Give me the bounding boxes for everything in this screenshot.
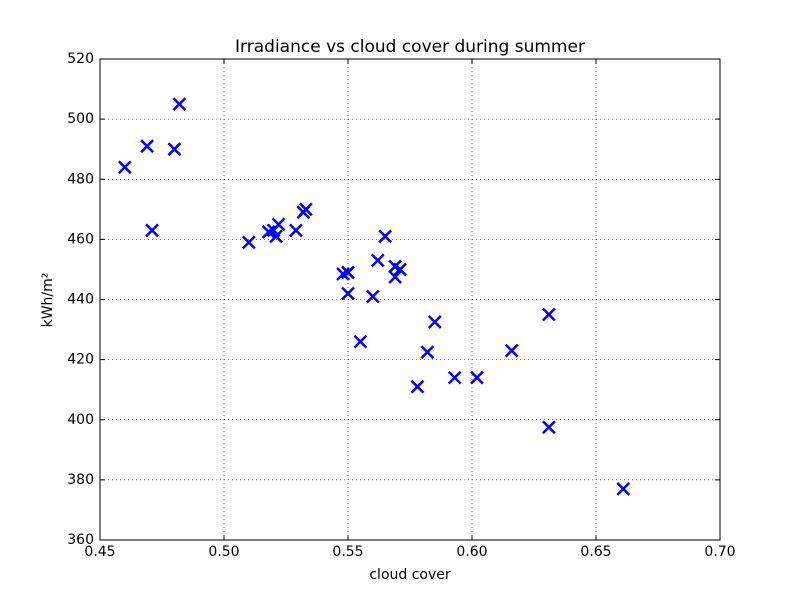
point bbox=[271, 217, 286, 232]
point bbox=[378, 229, 393, 244]
plot-frame bbox=[99, 58, 721, 541]
y-tick-label: 380 bbox=[67, 472, 94, 488]
x-tick-label: 0.55 bbox=[332, 544, 363, 560]
point bbox=[420, 345, 435, 359]
point bbox=[117, 160, 132, 175]
x-tick-label: 0.65 bbox=[580, 544, 611, 560]
point bbox=[447, 370, 462, 385]
y-axis-label: kWh/m² bbox=[40, 273, 56, 328]
y-tick-label: 420 bbox=[67, 352, 94, 368]
point bbox=[289, 223, 303, 238]
y-tick-label: 460 bbox=[67, 231, 94, 247]
x-tick-label: 0.45 bbox=[84, 544, 115, 560]
point bbox=[341, 265, 355, 280]
point bbox=[172, 97, 187, 111]
point bbox=[353, 334, 368, 349]
point bbox=[427, 315, 442, 329]
point bbox=[470, 370, 484, 385]
point bbox=[167, 142, 182, 157]
point bbox=[370, 253, 385, 268]
point bbox=[269, 229, 283, 244]
point bbox=[410, 379, 425, 394]
x-axis-label: cloud cover bbox=[369, 567, 451, 583]
x-tick-label: 0.70 bbox=[704, 544, 735, 560]
point bbox=[341, 286, 355, 301]
point bbox=[616, 482, 631, 496]
point bbox=[541, 307, 556, 322]
point bbox=[393, 262, 407, 277]
y-tick-label: 480 bbox=[67, 171, 94, 187]
point bbox=[140, 139, 155, 154]
y-tick-label: 360 bbox=[67, 532, 94, 548]
x-tick-label: 0.60 bbox=[456, 544, 487, 560]
point bbox=[145, 223, 159, 238]
y-tick-label: 520 bbox=[67, 51, 94, 67]
y-tick-label: 440 bbox=[67, 292, 94, 308]
point bbox=[241, 235, 256, 250]
point bbox=[298, 202, 313, 217]
chart-title: Irradiance vs cloud cover during summer bbox=[235, 37, 585, 57]
point bbox=[388, 270, 403, 284]
y-tick-label: 400 bbox=[67, 412, 94, 428]
point bbox=[365, 289, 380, 304]
x-tick-label: 0.50 bbox=[208, 544, 239, 560]
y-tick-label: 500 bbox=[67, 111, 94, 127]
point bbox=[504, 343, 519, 358]
point bbox=[541, 420, 556, 435]
